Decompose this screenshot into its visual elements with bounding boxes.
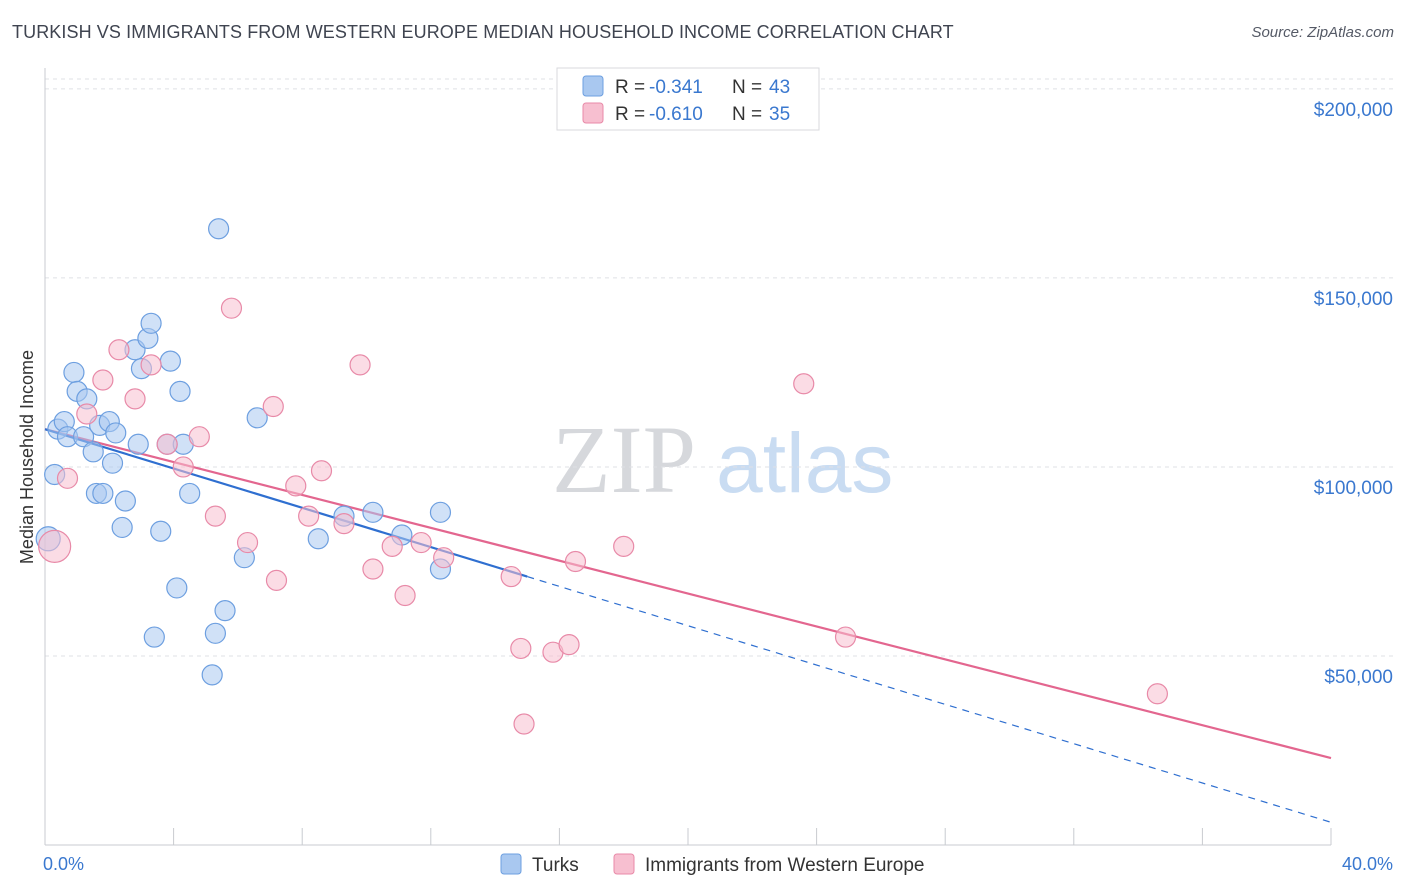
turks-trend-extension xyxy=(527,576,1332,823)
western-europe-point xyxy=(262,395,284,418)
legend-n-value: 43 xyxy=(769,77,790,98)
y-tick-label: $200,000 xyxy=(1314,100,1393,121)
turks-point xyxy=(150,520,172,542)
western-europe-point xyxy=(500,565,522,588)
western-europe-point xyxy=(92,369,114,391)
y-tick-label: $150,000 xyxy=(1314,289,1393,310)
western-europe-point xyxy=(513,713,535,735)
turks-point xyxy=(166,577,188,599)
stats-legend: R = -0.341 N = 43 R = -0.610 N = 35 xyxy=(556,67,820,131)
turks-point xyxy=(111,516,133,539)
western-europe-point xyxy=(236,531,259,554)
western-europe-point xyxy=(76,403,98,425)
western-europe-point xyxy=(298,505,320,527)
western-europe-point xyxy=(558,634,580,656)
western-europe-point xyxy=(140,354,162,376)
turks-point xyxy=(204,622,226,644)
legend-r-value: -0.610 xyxy=(649,104,703,125)
turks-point xyxy=(140,312,162,334)
western-europe-point xyxy=(793,373,815,395)
tick-labels: $50,000 $100,000 $150,000 $200,000 0.0% 40.0% xyxy=(43,100,1393,874)
source-label: Source: ZipAtlas.com xyxy=(1251,24,1394,41)
y-axis-label: Median Household Income xyxy=(17,350,37,564)
chart-title: TURKISH VS IMMIGRANTS FROM WESTERN EUROP… xyxy=(12,22,954,42)
western-europe-point xyxy=(124,388,146,410)
turks-point xyxy=(169,380,191,402)
turks-point xyxy=(63,361,85,384)
bottom-legend-label-turks: Turks xyxy=(532,855,579,876)
legend-r-value: -0.341 xyxy=(649,77,703,98)
legend-r-label: R = xyxy=(615,77,645,98)
scatter-points xyxy=(35,218,1168,735)
turks-point xyxy=(72,426,95,448)
turks-point xyxy=(429,501,452,523)
turks-point xyxy=(159,350,181,372)
turks-point xyxy=(114,490,136,512)
western-europe-point xyxy=(349,354,371,376)
series-legend: Turks Immigrants from Western Europe xyxy=(500,853,924,876)
gridlines xyxy=(45,78,1395,657)
western-europe-point xyxy=(410,531,432,554)
western-europe-point xyxy=(204,505,226,527)
x-tick-label: 0.0% xyxy=(43,854,84,874)
bottom-legend-swatch-turks xyxy=(500,853,522,875)
western-europe-point xyxy=(188,426,210,448)
bottom-legend-swatch-western-europe xyxy=(613,853,635,875)
turks-point xyxy=(208,218,230,240)
western-europe-point xyxy=(381,535,403,557)
western-europe-point xyxy=(834,626,857,648)
western-europe-point xyxy=(613,535,635,557)
western-europe-point xyxy=(333,513,355,535)
legend-n-label: N = xyxy=(732,77,762,98)
western-europe-point xyxy=(394,584,416,607)
watermark-zip: ZIP xyxy=(552,406,696,513)
western-europe-point xyxy=(38,529,72,563)
western-europe-point xyxy=(433,547,455,569)
western-europe-point xyxy=(510,637,532,660)
legend-n-label: N = xyxy=(732,104,762,125)
turks-point xyxy=(307,528,329,550)
legend-swatch-western-europe xyxy=(582,102,604,124)
turks-point xyxy=(101,452,124,474)
axes xyxy=(44,68,1332,846)
turks-point xyxy=(82,441,104,463)
western-europe-point xyxy=(156,433,178,455)
legend-n-value: 35 xyxy=(769,104,790,125)
turks-point xyxy=(179,482,201,505)
legend-r-label: R = xyxy=(615,104,645,125)
western-europe-trend-line xyxy=(44,428,1332,760)
turks-point xyxy=(246,407,268,429)
watermark-atlas: atlas xyxy=(716,416,893,510)
turks-point xyxy=(92,482,114,505)
western-europe-point xyxy=(1146,683,1168,705)
legend-swatch-turks xyxy=(582,75,604,97)
turks-point xyxy=(127,433,149,455)
y-tick-label: $100,000 xyxy=(1314,478,1393,499)
western-europe-point xyxy=(265,569,288,591)
western-europe-point xyxy=(56,467,79,489)
turks-point xyxy=(143,626,165,648)
western-europe-point xyxy=(172,456,194,478)
western-europe-point xyxy=(108,339,130,361)
turks-point xyxy=(105,422,127,444)
y-tick-label: $50,000 xyxy=(1324,667,1393,688)
turks-point xyxy=(201,664,223,686)
western-europe-point xyxy=(564,550,587,573)
bottom-legend-label-western-europe: Immigrants from Western Europe xyxy=(645,855,924,876)
western-europe-point xyxy=(362,558,384,580)
turks-point xyxy=(214,600,236,622)
turks-point xyxy=(362,501,384,523)
western-europe-point xyxy=(285,475,307,497)
western-europe-point xyxy=(220,297,243,319)
x-tick-label: 40.0% xyxy=(1342,854,1393,874)
western-europe-point xyxy=(310,460,333,482)
